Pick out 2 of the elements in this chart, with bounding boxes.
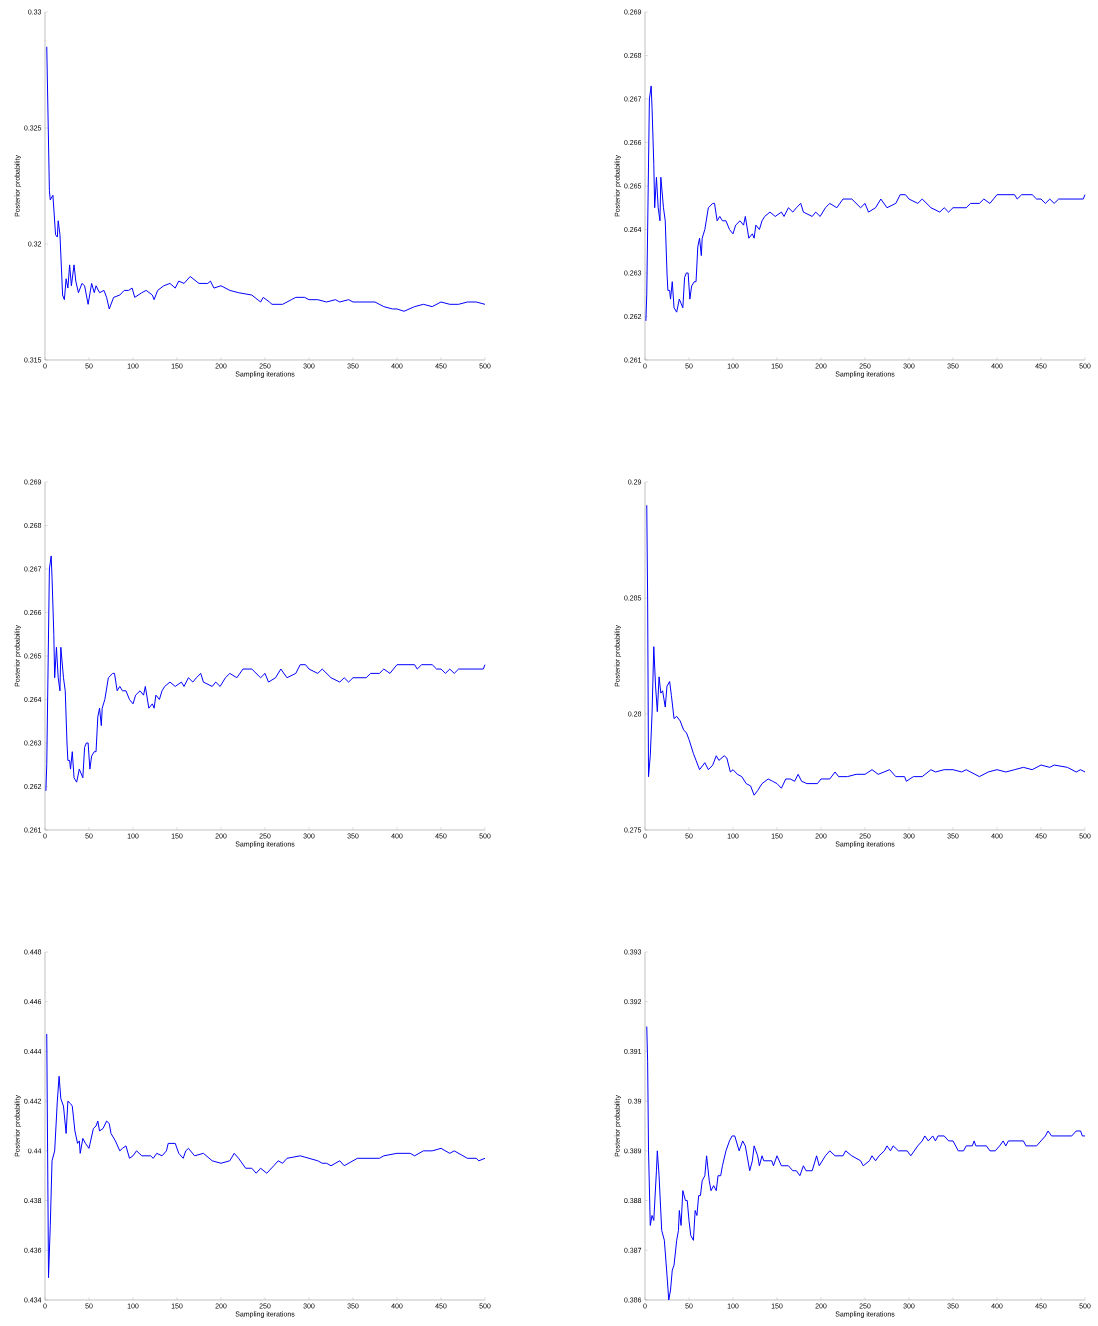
line-series — [46, 46, 486, 312]
line-series — [645, 85, 1086, 322]
